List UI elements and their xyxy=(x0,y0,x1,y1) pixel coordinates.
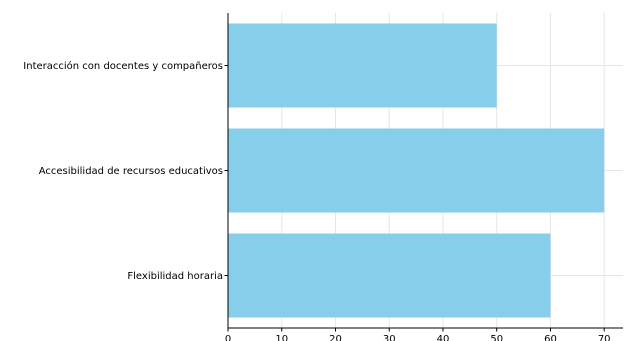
x-tick-label-30: 30 xyxy=(383,334,396,341)
y-category-label-1: Accesibilidad de recursos educativos xyxy=(39,166,223,177)
bar-1 xyxy=(228,128,605,213)
x-tick-label-70: 70 xyxy=(598,334,611,341)
bar-2 xyxy=(228,23,497,108)
x-tick-label-60: 60 xyxy=(544,334,557,341)
x-axis-ticks: 0 10 20 30 40 50 60 70 xyxy=(225,328,611,341)
x-tick-label-10: 10 xyxy=(275,334,288,341)
bars xyxy=(228,23,605,318)
y-category-label-0: Flexibilidad horaria xyxy=(127,271,223,282)
x-tick-label-50: 50 xyxy=(490,334,503,341)
x-tick-label-40: 40 xyxy=(437,334,450,341)
bar-0 xyxy=(228,233,551,318)
y-category-label-2: Interacción con docentes y compañeros xyxy=(23,60,223,72)
y-axis-category-labels: Flexibilidad horaria Accesibilidad de rec… xyxy=(23,60,228,282)
x-tick-label-20: 20 xyxy=(329,334,342,341)
x-tick-label-0: 0 xyxy=(225,334,231,341)
